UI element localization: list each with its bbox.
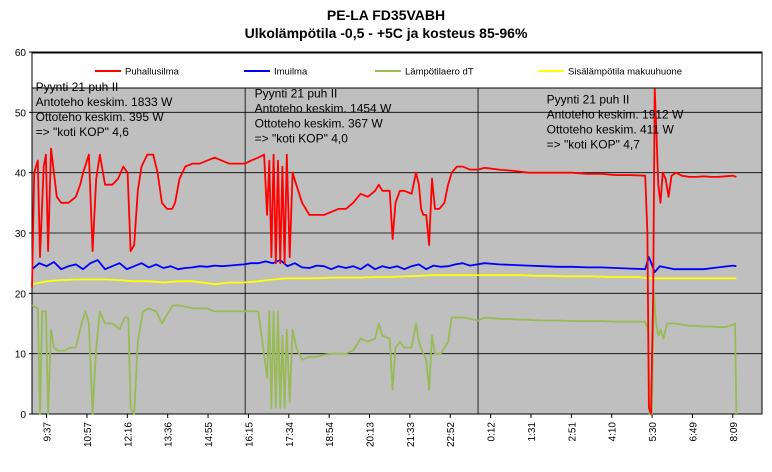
x-tick-label: 16:15 (244, 422, 255, 447)
annotation-line: Antoteho keskim. 1833 W (36, 95, 173, 109)
y-tick-label: 10 (15, 350, 27, 361)
x-tick-label: 21:33 (406, 422, 417, 447)
annotation-line: => "koti KOP" 4,0 (255, 131, 349, 145)
y-tick-label: 50 (15, 108, 27, 119)
x-tick-label: 10:57 (83, 422, 94, 447)
x-tick-label: 12:16 (123, 422, 134, 447)
x-tick-label: 22:52 (446, 422, 457, 447)
x-tick-label: 0:12 (487, 422, 498, 442)
x-tick-label: 2:51 (567, 422, 578, 442)
series-line-3 (31, 274, 737, 286)
x-tick-label: 18:54 (325, 422, 336, 447)
section-dividers (244, 52, 479, 414)
x-tick-label: 17:34 (285, 422, 296, 447)
annotation-line: Antoteho keskim. 1454 W (255, 101, 392, 115)
legend-label: Imuilma (274, 67, 308, 78)
annotation-line: Ottoteho keskim. 395 W (36, 110, 165, 124)
x-tick-label: 4:10 (608, 422, 619, 442)
x-tick-label: 5:30 (648, 422, 659, 442)
annotation-line: => "koti KOP" 4,7 (547, 137, 641, 151)
annotation-line: Ottoteho keskim. 367 W (255, 116, 384, 130)
series-lines (31, 87, 738, 415)
x-tick-label: 13:36 (164, 422, 175, 447)
y-tick-label: 40 (15, 169, 27, 180)
series-line-2 (31, 292, 738, 415)
legend-label: Lämpötilaero dT (405, 67, 474, 78)
annotation-line: Ottoteho keskim. 411 W (547, 122, 675, 136)
legend: Puhallusilma Imuilma Lämpötilaero dT Sisälä… (31, 52, 763, 89)
y-tick-label: 0 (20, 410, 26, 421)
annotation-line: Pyynti 21 puh II (255, 86, 338, 100)
x-tick-label: 20:13 (366, 422, 377, 447)
series-line-1 (31, 256, 737, 274)
x-tick-label: 6:49 (688, 422, 699, 442)
x-tick-label: 14:55 (204, 422, 215, 447)
series-line-0 (31, 87, 737, 415)
grid-lines (32, 111, 762, 355)
chart-subtitle: Ulkolämpötila -0,5 - +5C ja kosteus 85-9… (245, 25, 528, 41)
y-tick-label: 60 (15, 48, 27, 59)
x-tick-label: 8:09 (729, 422, 740, 442)
x-tick-label: 1:31 (527, 422, 538, 442)
annotation-line: => "koti KOP" 4,6 (36, 125, 130, 139)
annotation-line: Pyynti 21 puh II (36, 80, 119, 94)
y-tick-label: 30 (15, 229, 27, 240)
x-axis-ticks: 9:37 10:57 12:16 13:36 14:55 16:15 17:34 18:54 2… (43, 414, 740, 447)
y-axis-ticks: 0 10 20 30 40 50 60 (15, 48, 32, 421)
legend-label: Sisälämpötila makuuhuone (568, 67, 682, 78)
chart-title: PE-LA FD35VABH (327, 7, 445, 23)
annotation-line: Pyynti 21 puh II (547, 92, 630, 106)
y-tick-label: 20 (15, 289, 27, 300)
annotation-line: Antoteho keskim. 1912 W (547, 107, 684, 121)
legend-label: Puhallusilma (125, 67, 180, 78)
x-tick-label: 9:37 (43, 422, 54, 442)
